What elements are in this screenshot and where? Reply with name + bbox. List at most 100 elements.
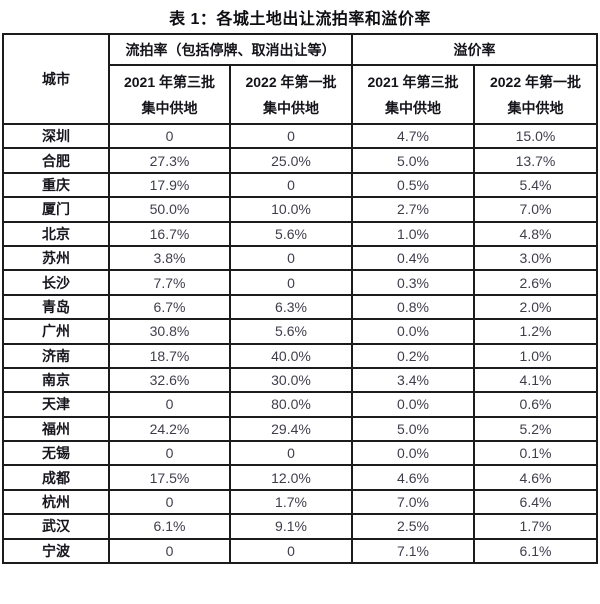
value-cell-premium-2021: 1.0% <box>351 220 475 247</box>
value-cell-premium-2022: 1.0% <box>473 342 598 369</box>
table-title: 表 1：各城土地出让流拍率和溢价率 <box>169 11 431 28</box>
value-cell-premium-2022: 3.0% <box>473 244 598 272</box>
value-cell-premium-2021: 7.1% <box>351 537 475 565</box>
value-cell-premium-2021: 4.6% <box>351 464 475 491</box>
city-cell: 长沙 <box>2 269 110 296</box>
value-cell-failure-2021: 17.9% <box>108 171 231 199</box>
value-cell-premium-2021: 0.8% <box>351 293 475 321</box>
subheader-line: 集中供地 <box>385 99 441 116</box>
value-cell-premium-2021: 0.5% <box>351 171 475 199</box>
value-cell-failure-2022: 0 <box>229 171 353 199</box>
group-header-failure-rate: 流拍率（包括停牌、取消出让等） <box>108 33 353 66</box>
value-cell-failure-2021: 0 <box>108 537 231 565</box>
table-row: 宁波 0 0 7.1% 6.1% <box>2 537 598 565</box>
value-cell-premium-2021: 2.7% <box>351 196 475 223</box>
value-cell-failure-2022: 0 <box>229 122 353 150</box>
city-cell: 厦门 <box>2 196 110 223</box>
value-cell-premium-2021: 0.3% <box>351 269 475 296</box>
value-cell-failure-2021: 0 <box>108 440 231 467</box>
subheader-failure-2022-batch1: 2022 年第一批 集中供地 <box>229 64 353 125</box>
value-cell-premium-2021: 5.0% <box>351 415 475 443</box>
value-cell-failure-2022: 6.3% <box>229 293 353 321</box>
subheader-line: 2022 年第一批 <box>489 73 582 90</box>
value-cell-failure-2022: 0 <box>229 269 353 296</box>
table-row: 合肥 27.3% 25.0% 5.0% 13.7% <box>2 147 598 174</box>
value-cell-premium-2021: 0.4% <box>351 244 475 272</box>
table-row: 深圳 0 0 4.7% 15.0% <box>2 122 598 150</box>
city-cell: 南京 <box>2 366 110 394</box>
value-cell-failure-2022: 40.0% <box>229 342 353 369</box>
value-cell-premium-2022: 1.2% <box>473 318 598 345</box>
subheader-line: 集中供地 <box>507 99 564 116</box>
table-row: 广州 30.8% 5.6% 0.0% 1.2% <box>2 318 598 345</box>
value-cell-failure-2022: 0 <box>229 440 353 467</box>
value-cell-premium-2021: 0.0% <box>351 318 475 345</box>
city-cell: 天津 <box>2 391 110 418</box>
city-cell: 北京 <box>2 220 110 247</box>
group-header-row: 城市 流拍率（包括停牌、取消出让等） 溢价率 <box>2 33 598 125</box>
value-cell-premium-2021: 5.0% <box>351 147 475 174</box>
subheader-line: 2021 年第三批 <box>123 73 216 90</box>
value-cell-premium-2022: 13.7% <box>473 147 598 174</box>
value-cell-premium-2021: 0.0% <box>351 440 475 467</box>
value-cell-failure-2022: 25.0% <box>229 147 353 174</box>
value-cell-premium-2022: 1.7% <box>473 513 598 540</box>
value-cell-failure-2021: 17.5% <box>108 464 231 491</box>
value-cell-premium-2021: 2.5% <box>351 513 475 540</box>
value-cell-failure-2022: 10.0% <box>229 196 353 223</box>
value-cell-premium-2022: 7.0% <box>473 196 598 223</box>
value-cell-premium-2022: 6.1% <box>473 537 598 565</box>
table-row: 成都 17.5% 12.0% 4.6% 4.6% <box>2 464 598 491</box>
value-cell-premium-2022: 4.8% <box>473 220 598 247</box>
table-row: 长沙 7.7% 0 0.3% 2.6% <box>2 269 598 296</box>
city-cell: 成都 <box>2 464 110 491</box>
city-cell: 无锡 <box>2 440 110 467</box>
value-cell-premium-2022: 15.0% <box>473 122 598 150</box>
subheader-premium-2021-batch3: 2021 年第三批 集中供地 <box>351 64 475 125</box>
value-cell-premium-2022: 0.1% <box>473 440 598 467</box>
group-header-premium-rate: 溢价率 <box>351 33 598 66</box>
value-cell-failure-2022: 80.0% <box>229 391 353 418</box>
value-cell-premium-2021: 0.0% <box>351 391 475 418</box>
value-cell-failure-2022: 0 <box>229 244 353 272</box>
value-cell-premium-2022: 6.4% <box>473 488 598 516</box>
value-cell-failure-2022: 29.4% <box>229 415 353 443</box>
table-header: 城市 流拍率（包括停牌、取消出让等） 溢价率 2021 年第三批 集中供地 20… <box>2 33 598 125</box>
table-row: 天津 0 80.0% 0.0% 0.6% <box>2 391 598 418</box>
table-row: 重庆 17.9% 0 0.5% 5.4% <box>2 171 598 199</box>
sub-header-row: 2021 年第三批 集中供地 2022 年第一批 集中供地 2021 年第三批 … <box>3 64 598 125</box>
value-cell-failure-2022: 12.0% <box>229 464 353 491</box>
value-cell-premium-2022: 4.6% <box>473 464 598 491</box>
table-row: 济南 18.7% 40.0% 0.2% 1.0% <box>2 342 598 369</box>
subheader-line: 2021 年第三批 <box>367 73 459 90</box>
value-cell-failure-2021: 6.1% <box>108 513 231 540</box>
table-body: 深圳 0 0 4.7% 15.0% 合肥 27.3% 25.0% 5.0% 13… <box>2 122 598 565</box>
value-cell-failure-2022: 5.6% <box>229 318 353 345</box>
data-table: 城市 流拍率（包括停牌、取消出让等） 溢价率 2021 年第三批 集中供地 20… <box>2 33 598 565</box>
city-cell: 济南 <box>2 342 110 369</box>
value-cell-failure-2021: 0 <box>108 122 231 150</box>
value-cell-failure-2021: 3.8% <box>108 244 231 272</box>
value-cell-failure-2021: 0 <box>108 488 231 516</box>
value-cell-failure-2021: 27.3% <box>108 147 231 174</box>
subheader-premium-2022-batch1: 2022 年第一批 集中供地 <box>473 64 598 125</box>
table-row: 南京 32.6% 30.0% 3.4% 4.1% <box>2 366 598 394</box>
value-cell-premium-2021: 3.4% <box>351 366 475 394</box>
city-cell: 深圳 <box>2 122 110 150</box>
value-cell-failure-2022: 30.0% <box>229 366 353 394</box>
value-cell-premium-2022: 2.0% <box>473 293 598 321</box>
table-row: 苏州 3.8% 0 0.4% 3.0% <box>2 244 598 272</box>
value-cell-failure-2021: 50.0% <box>108 196 231 223</box>
value-cell-failure-2021: 16.7% <box>108 220 231 247</box>
city-cell: 合肥 <box>2 147 110 174</box>
table-row: 厦门 50.0% 10.0% 2.7% 7.0% <box>2 196 598 223</box>
city-cell: 杭州 <box>2 488 110 516</box>
table-row: 福州 24.2% 29.4% 5.0% 5.2% <box>2 415 598 443</box>
value-cell-premium-2021: 7.0% <box>351 488 475 516</box>
value-cell-premium-2021: 0.2% <box>351 342 475 369</box>
table-row: 青岛 6.7% 6.3% 0.8% 2.0% <box>2 293 598 321</box>
value-cell-failure-2022: 1.7% <box>229 488 353 516</box>
value-cell-failure-2021: 18.7% <box>108 342 231 369</box>
subheader-failure-2021-batch3: 2021 年第三批 集中供地 <box>108 64 231 125</box>
